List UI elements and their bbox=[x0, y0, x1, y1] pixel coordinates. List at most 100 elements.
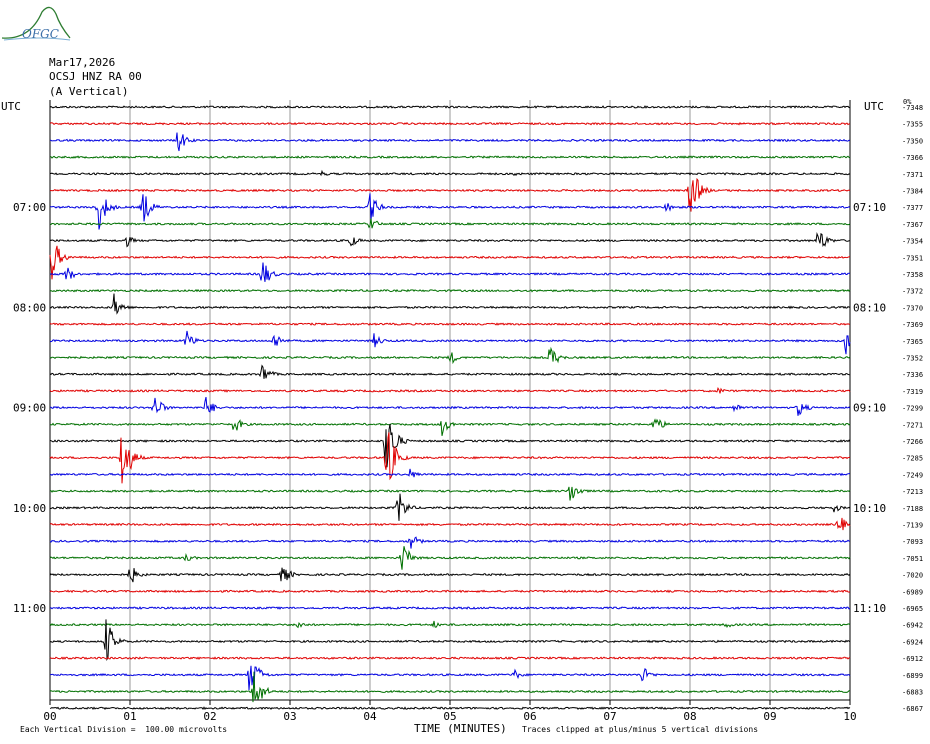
offset-label: -7051 bbox=[902, 555, 923, 563]
offset-label: -7377 bbox=[902, 204, 923, 212]
seismic-trace bbox=[49, 288, 851, 293]
seismic-trace bbox=[49, 567, 851, 583]
offset-label: -7188 bbox=[902, 505, 923, 513]
offset-label: -7384 bbox=[902, 188, 923, 196]
division-note: Each Vertical Division = 100.00 microvol… bbox=[20, 725, 228, 734]
utc-right-label: UTC bbox=[864, 100, 884, 113]
offset-label: -6989 bbox=[902, 588, 923, 596]
seismic-trace bbox=[49, 293, 851, 315]
station-label: OCSJ HNZ RA 00 bbox=[49, 70, 142, 83]
x-tick-label: 02 bbox=[203, 710, 216, 723]
hour-label-right: 09:10 bbox=[853, 402, 886, 415]
seismic-trace bbox=[49, 656, 851, 660]
seismic-trace bbox=[49, 262, 851, 282]
x-tick-label: 09 bbox=[763, 710, 776, 723]
offset-label: -7350 bbox=[902, 137, 923, 145]
offset-label: -7358 bbox=[902, 271, 923, 279]
offset-label: -7354 bbox=[902, 238, 923, 246]
offset-label: -7299 bbox=[902, 405, 923, 413]
hour-label-right: 10:10 bbox=[853, 502, 886, 515]
seismic-trace bbox=[49, 177, 851, 212]
offset-label: -7370 bbox=[902, 304, 923, 312]
offset-label: -7319 bbox=[902, 388, 923, 396]
seismic-trace bbox=[49, 346, 851, 365]
corner-label: 0% bbox=[903, 98, 912, 106]
offset-label: -6899 bbox=[902, 672, 923, 680]
hour-label-left: 09:00 bbox=[13, 402, 46, 415]
offset-label: -7285 bbox=[902, 455, 923, 463]
seismic-trace bbox=[49, 589, 851, 594]
hour-label-right: 11:10 bbox=[853, 602, 886, 615]
offset-label: -7266 bbox=[902, 438, 923, 446]
offset-label: -6924 bbox=[902, 638, 923, 646]
offset-label: -7365 bbox=[902, 338, 923, 346]
offset-label: -7348 bbox=[902, 104, 923, 112]
seismic-trace bbox=[49, 536, 850, 549]
seismic-trace bbox=[49, 155, 851, 159]
seismic-trace bbox=[49, 606, 851, 610]
seismic-trace bbox=[49, 193, 851, 230]
seismic-trace bbox=[49, 218, 851, 229]
x-tick-label: 01 bbox=[123, 710, 136, 723]
seismic-trace bbox=[49, 245, 851, 280]
x-tick-label: 08 bbox=[683, 710, 696, 723]
x-tick-label: 03 bbox=[283, 710, 296, 723]
offset-label: -7249 bbox=[902, 471, 923, 479]
seismic-trace bbox=[49, 546, 851, 570]
seismic-trace bbox=[49, 432, 851, 484]
seismic-trace bbox=[49, 665, 851, 691]
offset-label: -7020 bbox=[902, 572, 923, 580]
seismic-trace bbox=[49, 105, 851, 109]
hour-label-left: 08:00 bbox=[13, 301, 46, 314]
offset-label: -7366 bbox=[902, 154, 923, 162]
seismic-trace bbox=[49, 619, 851, 662]
seismic-trace bbox=[49, 330, 851, 355]
offset-label: -7213 bbox=[902, 488, 923, 496]
component-label: (A Vertical) bbox=[49, 85, 129, 98]
offset-label: -7355 bbox=[902, 121, 923, 129]
seismic-trace bbox=[49, 322, 851, 326]
hour-label-left: 07:00 bbox=[13, 201, 46, 214]
seismic-trace bbox=[49, 671, 850, 703]
seismic-trace bbox=[50, 396, 851, 416]
x-tick-label: 06 bbox=[523, 710, 536, 723]
hour-label-right: 07:10 bbox=[853, 201, 886, 214]
x-tick-label: 07 bbox=[603, 710, 616, 723]
seismic-trace bbox=[49, 706, 851, 711]
offset-label: -7367 bbox=[902, 221, 923, 229]
logo-swoosh bbox=[1, 6, 71, 39]
x-tick-label: 10 bbox=[843, 710, 856, 723]
seismic-trace bbox=[49, 468, 850, 478]
seismic-trace bbox=[49, 423, 851, 468]
offset-label: -7372 bbox=[902, 288, 923, 296]
seismic-trace bbox=[49, 169, 851, 177]
offset-label: -7369 bbox=[902, 321, 923, 329]
seismic-trace bbox=[49, 121, 851, 126]
offset-label: -7093 bbox=[902, 538, 923, 546]
logo-text: OFGC bbox=[22, 27, 59, 41]
hour-label-right: 08:10 bbox=[853, 301, 886, 314]
seismic-trace bbox=[49, 132, 851, 152]
x-axis-label: TIME (MINUTES) bbox=[414, 722, 507, 735]
x-tick-label: 05 bbox=[443, 710, 456, 723]
offset-label: -7371 bbox=[902, 171, 923, 179]
seismic-trace bbox=[49, 620, 851, 629]
logo bbox=[1, 6, 71, 41]
utc-left-label: UTC bbox=[1, 100, 21, 113]
seismic-trace bbox=[49, 517, 851, 531]
offset-label: -6883 bbox=[902, 689, 923, 697]
seismic-trace bbox=[49, 486, 851, 501]
offset-label: -6965 bbox=[902, 605, 923, 613]
seismic-trace bbox=[49, 493, 851, 521]
clip-note: Traces clipped at plus/minus 5 vertical … bbox=[522, 725, 759, 734]
offset-label: -6942 bbox=[902, 622, 923, 630]
offset-label: -7271 bbox=[902, 421, 923, 429]
seismic-trace bbox=[49, 418, 851, 437]
date-label: Mar17,2026 bbox=[49, 56, 116, 69]
offset-label: -6912 bbox=[902, 655, 923, 663]
hour-label-left: 11:00 bbox=[13, 602, 46, 615]
offset-label: -7351 bbox=[902, 254, 923, 262]
x-tick-label: 04 bbox=[363, 710, 377, 723]
x-tick-label: 00 bbox=[43, 710, 56, 723]
